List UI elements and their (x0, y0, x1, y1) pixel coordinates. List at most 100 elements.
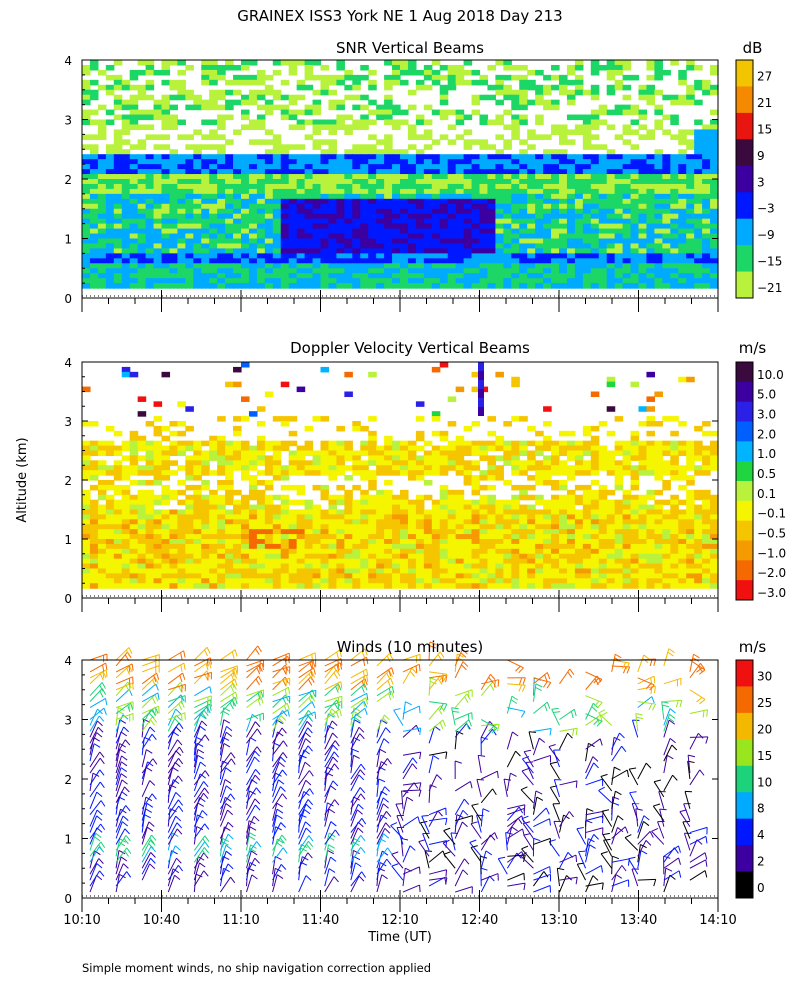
doppler-cell (153, 425, 163, 432)
snr-cell (233, 233, 242, 240)
snr-cell (392, 179, 401, 185)
doppler-cell (336, 563, 345, 570)
snr-cell (113, 99, 123, 106)
doppler-cell (471, 489, 481, 496)
doppler-cell (193, 573, 202, 579)
doppler-cell (185, 440, 194, 447)
doppler-cell (169, 509, 178, 516)
snr-cell (551, 283, 560, 289)
snr-cell (479, 154, 489, 160)
doppler-cell (89, 440, 99, 447)
doppler-cell (153, 499, 163, 506)
snr-cell (320, 119, 330, 126)
doppler-cell (137, 558, 147, 565)
doppler-cell (471, 519, 481, 525)
snr-cell (264, 154, 274, 160)
doppler-cell (304, 573, 314, 579)
snr-cell (630, 104, 640, 111)
snr-cell (622, 203, 632, 210)
snr-cell (352, 243, 361, 250)
doppler-cell (352, 519, 361, 525)
snr-cell (622, 124, 632, 131)
doppler-cell (551, 573, 560, 579)
doppler-cell (574, 543, 584, 550)
snr-cell (590, 174, 600, 180)
snr-cell (113, 154, 123, 160)
doppler-cell (225, 543, 234, 550)
doppler-cell (710, 539, 719, 545)
snr-cell (376, 273, 385, 279)
snr-cell (336, 104, 345, 111)
snr-cell (129, 248, 139, 254)
doppler-cell (336, 539, 345, 545)
doppler-cell (89, 504, 99, 511)
snr-cell (344, 258, 353, 264)
doppler-cell (455, 470, 465, 476)
doppler-cell (392, 534, 401, 540)
doppler-cell (225, 445, 234, 452)
snr-cell (702, 198, 711, 205)
doppler-cell (241, 475, 250, 481)
snr-cell (392, 283, 401, 289)
doppler-cell (89, 484, 99, 491)
doppler-cell (694, 489, 703, 496)
snr-cell (423, 119, 433, 126)
doppler-cell (392, 460, 401, 466)
snr-cell (710, 218, 719, 225)
snr-cell (646, 253, 655, 259)
doppler-cell (304, 504, 314, 511)
snr-cell (280, 193, 290, 200)
doppler-cell (161, 539, 171, 545)
doppler-cell (606, 524, 616, 530)
snr-cell (264, 238, 274, 245)
snr-cell (606, 169, 616, 175)
snr-cell (217, 149, 226, 155)
doppler-cell (89, 470, 99, 476)
snr-cell (678, 198, 687, 205)
doppler-cell (662, 509, 671, 516)
doppler-cell (336, 568, 345, 575)
doppler-cell (217, 465, 226, 471)
doppler-cell (503, 445, 512, 452)
snr-cell (82, 159, 91, 165)
snr-cell (527, 263, 536, 269)
doppler-cell (201, 519, 210, 525)
doppler-cell (169, 421, 178, 427)
snr-cell (360, 179, 369, 185)
doppler-cell (328, 543, 337, 550)
doppler-cell (368, 484, 377, 491)
doppler-cell (566, 489, 576, 496)
snr-cell (97, 253, 107, 259)
snr-cell (217, 228, 226, 235)
doppler-cell (630, 568, 640, 575)
snr-cell (622, 60, 632, 66)
snr-cell (352, 283, 361, 289)
doppler-cell (209, 578, 218, 584)
doppler-cell (209, 573, 218, 579)
snr-cell (439, 198, 449, 205)
snr-cell (241, 263, 250, 269)
doppler-cell (543, 509, 552, 516)
doppler-cell (105, 494, 115, 501)
snr-cell (248, 74, 258, 81)
doppler-cell (97, 514, 107, 520)
snr-cell (471, 258, 481, 264)
doppler-cell (376, 578, 385, 584)
doppler-cell (392, 509, 401, 516)
doppler-cell (328, 548, 337, 555)
doppler-cell (487, 529, 496, 535)
doppler-cell (519, 494, 528, 501)
snr-cell (248, 159, 258, 165)
doppler-cell (137, 499, 147, 506)
snr-cell (256, 208, 266, 215)
snr-cell (407, 144, 417, 150)
snr-cell (344, 124, 353, 131)
snr-cell (272, 139, 282, 145)
doppler-cell (97, 543, 107, 550)
doppler-cell (566, 470, 576, 476)
snr-cell (312, 198, 322, 205)
snr-cell (638, 208, 648, 215)
snr-cell (241, 109, 250, 116)
snr-cell (614, 253, 624, 259)
doppler-cell (400, 548, 409, 555)
